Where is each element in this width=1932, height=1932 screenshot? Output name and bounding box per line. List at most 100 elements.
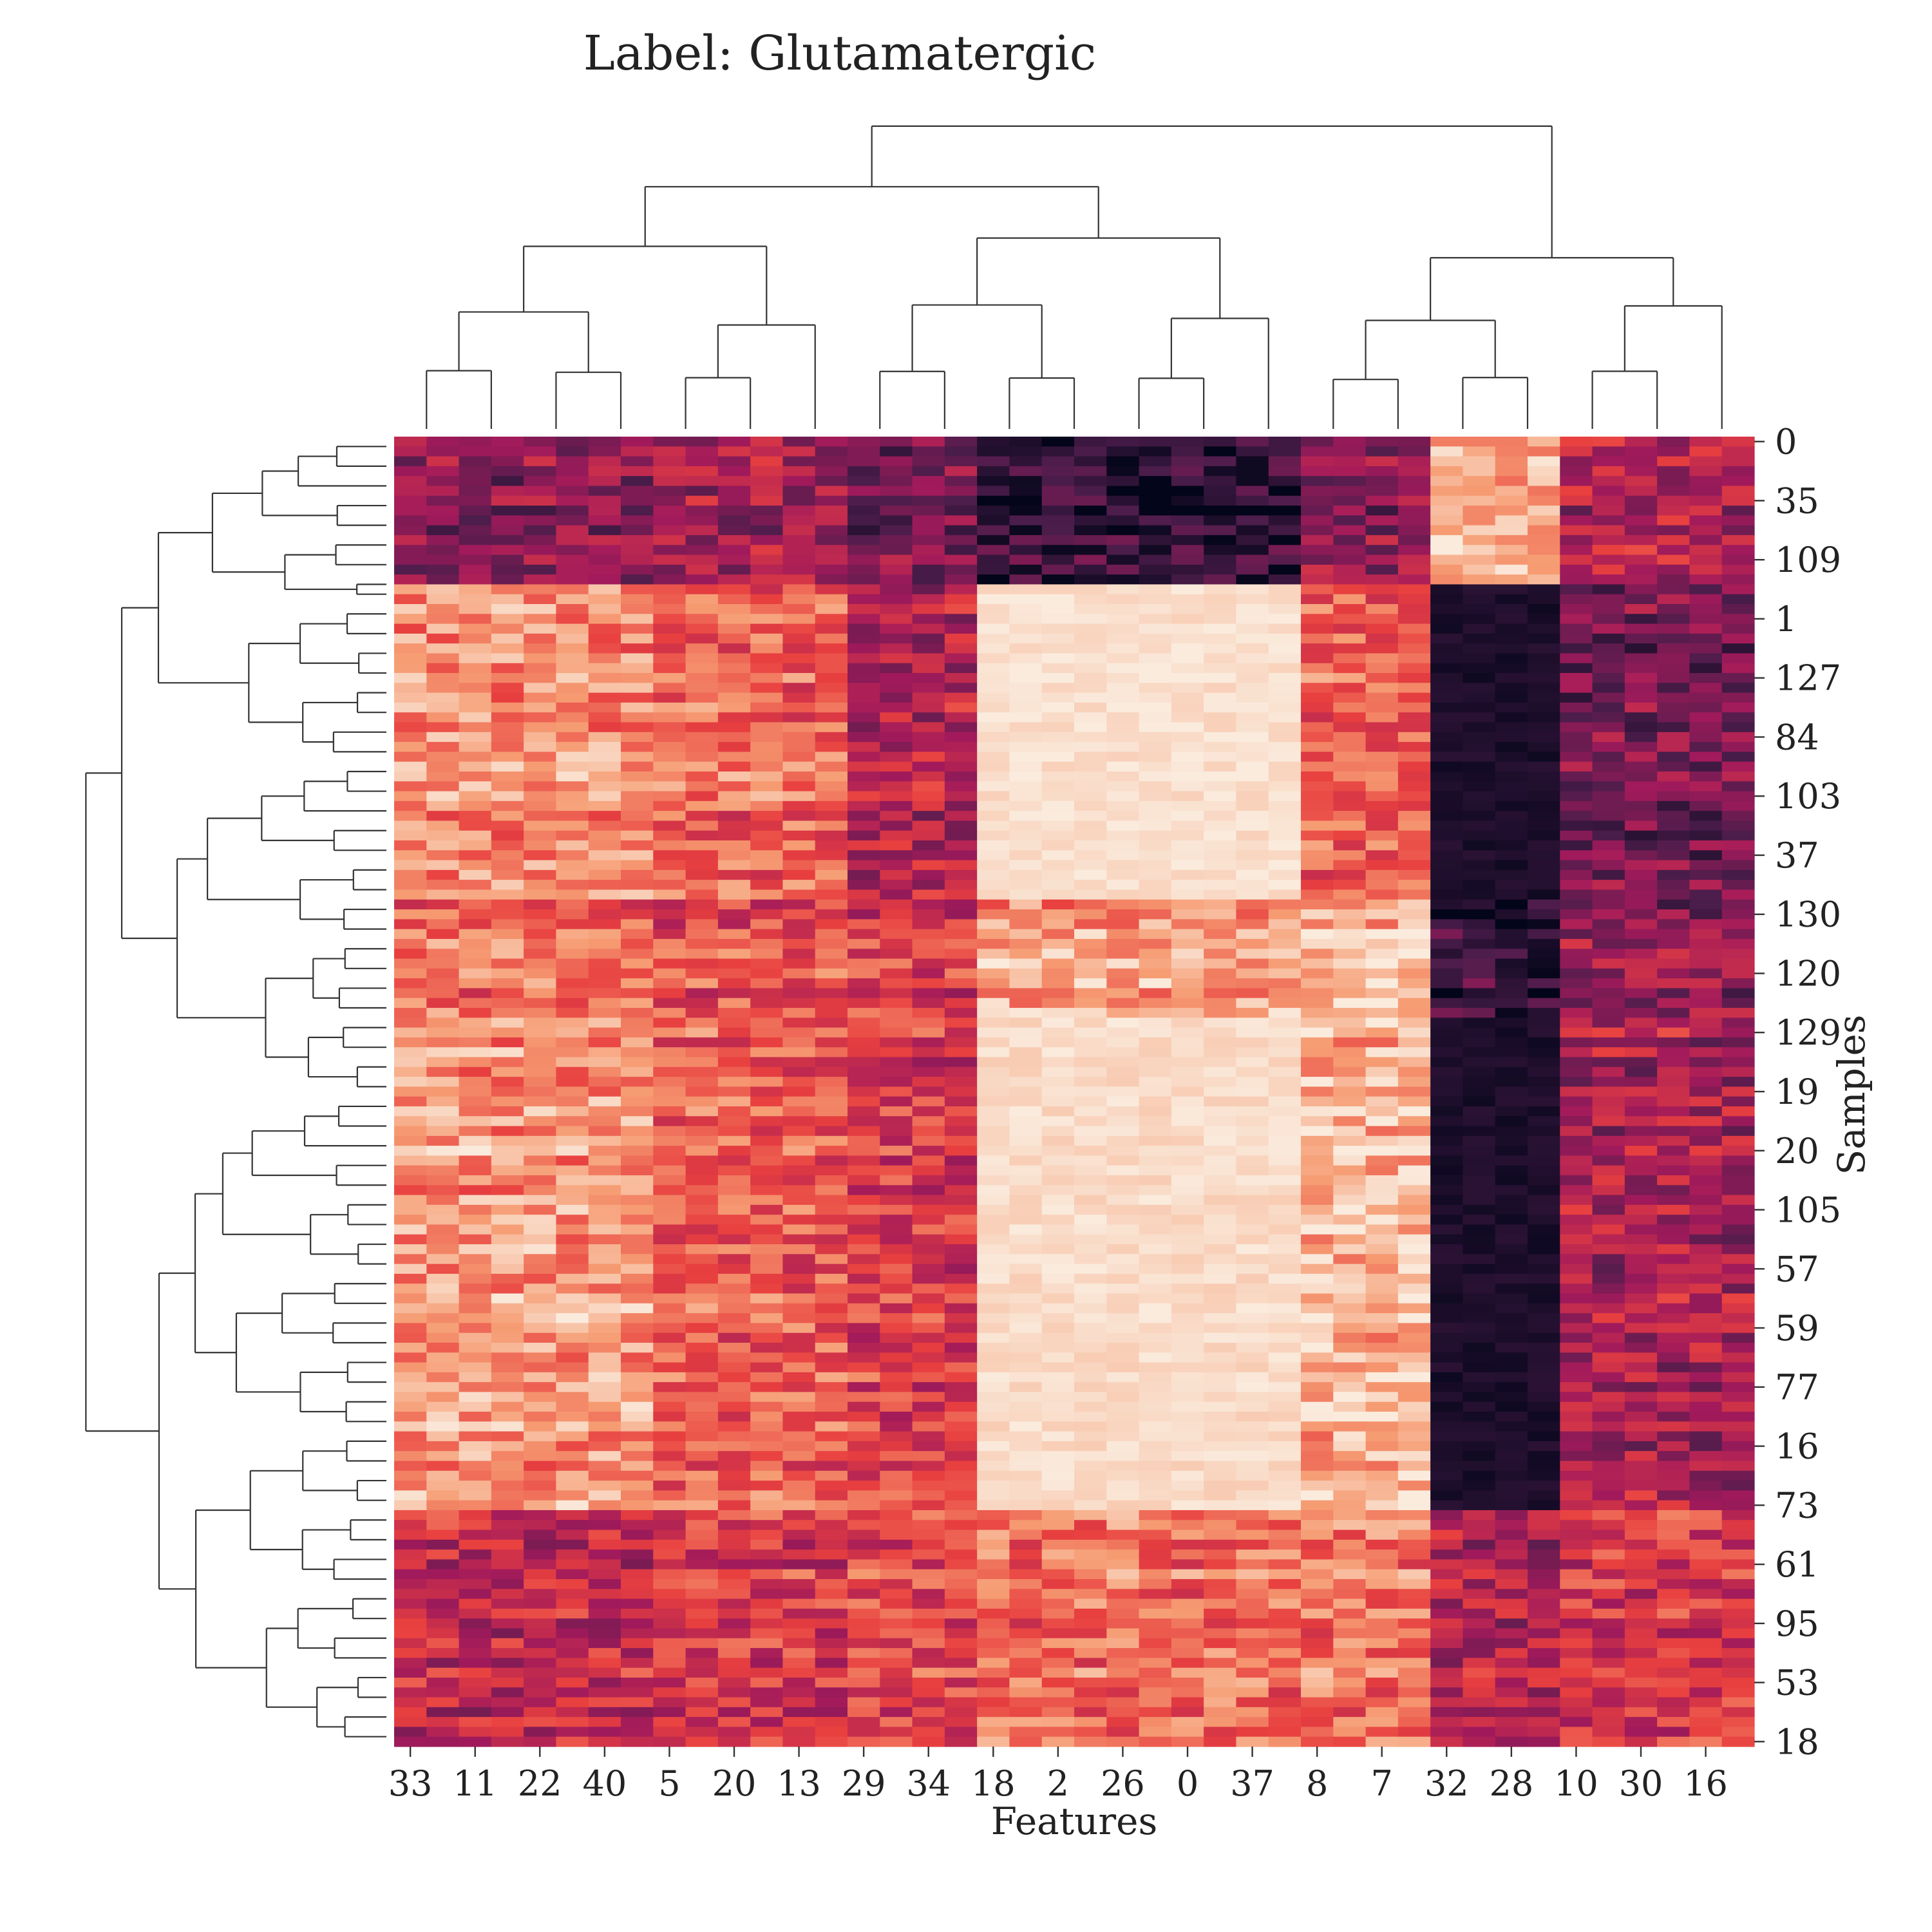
heatmap-cell [491, 919, 524, 930]
heatmap-cell [1074, 811, 1107, 822]
heatmap-cell [1430, 1481, 1464, 1491]
heatmap-cell [1495, 968, 1528, 979]
heatmap-cell [912, 564, 945, 575]
heatmap-cell [1721, 476, 1755, 487]
heatmap-cell [588, 1421, 621, 1432]
heatmap-cell [685, 1057, 719, 1068]
heatmap-cell [1009, 998, 1043, 1009]
heatmap-cell [491, 545, 524, 556]
heatmap-cell [524, 525, 557, 536]
heatmap-cell [1397, 1441, 1431, 1452]
heatmap-cell [1463, 466, 1496, 477]
heatmap-cell [782, 437, 816, 447]
heatmap-cell [1560, 791, 1593, 802]
heatmap-cell [1171, 1352, 1204, 1363]
heatmap-cell [750, 1382, 784, 1393]
heatmap-cell [750, 1047, 784, 1058]
heatmap-cell [1721, 535, 1755, 545]
heatmap-cell [1268, 1510, 1302, 1520]
heatmap-cell [1624, 811, 1658, 822]
heatmap-cell [1041, 1057, 1075, 1068]
heatmap-cell [1721, 486, 1755, 497]
heatmap-cell [1009, 949, 1043, 960]
heatmap-cell [426, 958, 460, 969]
heatmap-cell [977, 525, 1010, 536]
heatmap-cell [815, 1116, 848, 1127]
heatmap-cell [1139, 623, 1172, 634]
heatmap-cell [944, 949, 978, 960]
heatmap-cell [1560, 594, 1593, 605]
heatmap-cell [1333, 1224, 1367, 1235]
heatmap-cell [1592, 1313, 1625, 1323]
heatmap-cell [524, 1401, 557, 1412]
heatmap-cell [1041, 1018, 1075, 1028]
heatmap-cell [588, 446, 621, 457]
heatmap-cell [1236, 603, 1269, 614]
heatmap-cell [1333, 1273, 1367, 1284]
heatmap-cell [815, 1066, 848, 1077]
heatmap-cell [1721, 1412, 1755, 1422]
heatmap-cell [1236, 1155, 1269, 1166]
heatmap-cell [1301, 909, 1334, 920]
heatmap-cell [1301, 1470, 1334, 1481]
heatmap-cell [1560, 1510, 1593, 1520]
heatmap-cell [1106, 752, 1140, 762]
heatmap-cell [1074, 1027, 1107, 1038]
heatmap-cell [782, 1431, 816, 1442]
heatmap-cell [1171, 820, 1204, 831]
heatmap-cell [1624, 614, 1658, 625]
heatmap-cell [1657, 830, 1690, 841]
heatmap-cell [1041, 1490, 1075, 1501]
heatmap-cell [1657, 1401, 1690, 1412]
heatmap-cell [653, 800, 687, 811]
heatmap-cell [653, 958, 687, 969]
heatmap-cell [1365, 761, 1399, 772]
heatmap-cell [944, 1500, 978, 1511]
heatmap-cell [394, 1037, 427, 1048]
heatmap-cell [977, 1421, 1010, 1432]
heatmap-cell [1268, 1313, 1302, 1323]
heatmap-cell [1528, 1165, 1560, 1176]
heatmap-cell [782, 1086, 816, 1097]
heatmap-cell [1495, 732, 1528, 743]
heatmap-cell [1204, 712, 1237, 723]
heatmap-cell [1009, 495, 1043, 506]
heatmap-cell [1624, 1461, 1658, 1472]
heatmap-cell [1074, 515, 1107, 526]
heatmap-cell [1365, 1392, 1399, 1403]
heatmap-cell [815, 1500, 848, 1511]
heatmap-cell [1268, 781, 1302, 792]
heatmap-cell [1009, 515, 1043, 526]
heatmap-cell [588, 495, 621, 506]
heatmap-cell [880, 1352, 913, 1363]
heatmap-cell [1139, 1037, 1172, 1048]
heatmap-cell [459, 1421, 492, 1432]
heatmap-cell [1528, 1244, 1560, 1255]
heatmap-cell [1041, 1204, 1075, 1215]
heatmap-cell [1009, 909, 1043, 920]
heatmap-cell [556, 1185, 589, 1196]
heatmap-cell [1301, 1273, 1334, 1284]
heatmap-cell [1657, 742, 1690, 752]
heatmap-cell [880, 446, 913, 457]
heatmap-cell [977, 1047, 1010, 1058]
heatmap-cell [1657, 476, 1690, 487]
heatmap-cell [944, 929, 978, 940]
heatmap-cell [621, 880, 654, 891]
heatmap-cell [491, 506, 524, 516]
heatmap-cell [426, 1037, 460, 1048]
heatmap-cell [1624, 1283, 1658, 1294]
heatmap-cell [1495, 1490, 1528, 1501]
heatmap-cell [1528, 800, 1560, 811]
heatmap-cell [717, 732, 751, 743]
heatmap-cell [1463, 1135, 1496, 1146]
heatmap-cell [1592, 1352, 1625, 1363]
heatmap-cell [1528, 1372, 1560, 1383]
heatmap-cell [1333, 1215, 1367, 1226]
heatmap-cell [1463, 1421, 1496, 1432]
heatmap-cell [1074, 1057, 1107, 1068]
heatmap-cell [1592, 643, 1625, 654]
heatmap-cell [1495, 919, 1528, 930]
heatmap-cell [1528, 1303, 1560, 1314]
heatmap-cell [524, 1539, 557, 1550]
